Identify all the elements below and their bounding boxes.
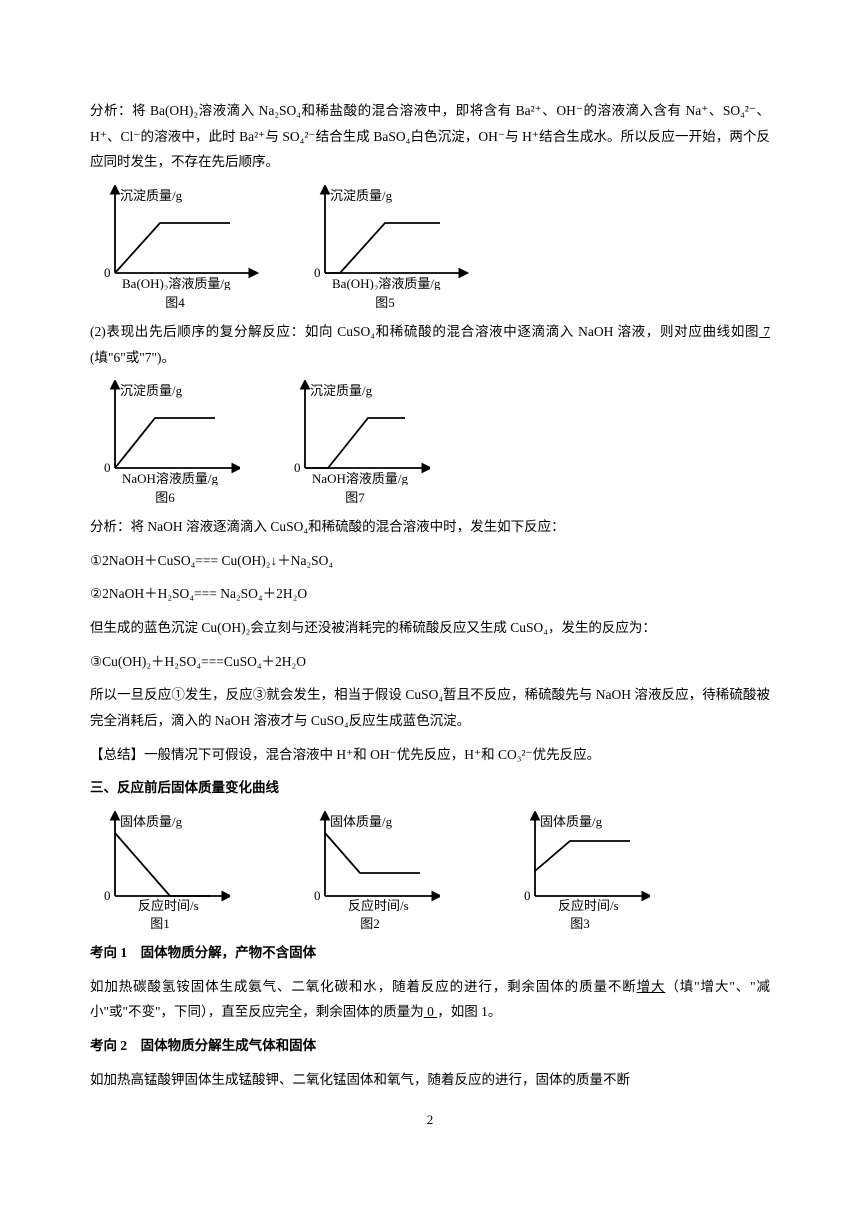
svg-text:NaOH溶液质量/g: NaOH溶液质量/g bbox=[312, 471, 409, 485]
svg-text:反应时间/s: 反应时间/s bbox=[558, 898, 619, 911]
chart-svg-fig4: 沉淀质量/g 0 Ba(OH)₂溶液质量/g bbox=[90, 185, 260, 290]
paragraph-analysis-1: 分析：将 Ba(OH)₂溶液滴入 Na₂SO₄和稀盐酸的混合溶液中，即将含有 B… bbox=[90, 98, 770, 175]
svg-text:0: 0 bbox=[104, 265, 111, 280]
svg-text:Ba(OH)₂溶液质量/g: Ba(OH)₂溶液质量/g bbox=[332, 276, 441, 290]
page-number: 2 bbox=[90, 1112, 770, 1128]
chart-label-fig1: 图1 bbox=[150, 913, 170, 932]
p2-answer: 7 bbox=[759, 324, 770, 339]
p2-text-b: (填"6"或"7")。 bbox=[90, 350, 175, 365]
chart-svg-fig7: 沉淀质量/g 0 NaOH溶液质量/g bbox=[280, 380, 430, 485]
svg-text:0: 0 bbox=[104, 460, 111, 475]
chart-label-fig2: 图2 bbox=[360, 913, 380, 932]
paragraph-8: 如加热高锰酸钾固体生成锰酸钾、二氧化锰固体和氧气，随着反应的进行，固体的质量不断 bbox=[90, 1067, 770, 1093]
heading-section-3: 三、反应前后固体质量变化曲线 bbox=[90, 775, 770, 801]
paragraph-summary: 【总结】一般情况下可假设，混合溶液中 H⁺和 OH⁻优先反应，H⁺和 CO₃²⁻… bbox=[90, 742, 770, 768]
paragraph-analysis-2: 分析：将 NaOH 溶液逐滴滴入 CuSO₄和稀硫酸的混合溶液中时，发生如下反应… bbox=[90, 514, 770, 540]
paragraph-2: (2)表现出先后顺序的复分解反应：如向 CuSO₄和稀硫酸的混合溶液中逐滴滴入 … bbox=[90, 319, 770, 370]
heading-kx1: 考向 1 固体物质分解，产物不含固体 bbox=[90, 940, 770, 966]
chart-fig4: 沉淀质量/g 0 Ba(OH)₂溶液质量/g 图4 bbox=[90, 185, 260, 311]
chart-row-2: 沉淀质量/g 0 NaOH溶液质量/g 图6 沉淀质量/g 0 NaOH溶液质量… bbox=[90, 380, 770, 506]
chart-fig3: 固体质量/g 0 反应时间/s 图3 bbox=[510, 811, 650, 932]
p2-text-a: (2)表现出先后顺序的复分解反应：如向 CuSO₄和稀硫酸的混合溶液中逐滴滴入 … bbox=[90, 324, 759, 339]
chart-row-1: 沉淀质量/g 0 Ba(OH)₂溶液质量/g 图4 沉淀质量/g 0 Ba(OH… bbox=[90, 185, 770, 311]
paragraph-7: 如加热碳酸氢铵固体生成氨气、二氧化碳和水，随着反应的进行，剩余固体的质量不断增大… bbox=[90, 974, 770, 1025]
svg-text:沉淀质量/g: 沉淀质量/g bbox=[330, 188, 393, 203]
chart-fig5: 沉淀质量/g 0 Ba(OH)₂溶液质量/g 图5 bbox=[300, 185, 470, 311]
svg-text:固体质量/g: 固体质量/g bbox=[540, 814, 603, 829]
svg-text:0: 0 bbox=[104, 888, 111, 903]
p7-u1: 增大 bbox=[637, 979, 666, 994]
paragraph-4: 但生成的蓝色沉淀 Cu(OH)₂会立刻与还没被消耗完的稀硫酸反应又生成 CuSO… bbox=[90, 615, 770, 641]
svg-text:固体质量/g: 固体质量/g bbox=[330, 814, 393, 829]
svg-text:反应时间/s: 反应时间/s bbox=[348, 898, 409, 911]
chart-fig1: 固体质量/g 0 反应时间/s 图1 bbox=[90, 811, 230, 932]
chart-fig6: 沉淀质量/g 0 NaOH溶液质量/g 图6 bbox=[90, 380, 240, 506]
svg-text:NaOH溶液质量/g: NaOH溶液质量/g bbox=[122, 471, 219, 485]
svg-text:沉淀质量/g: 沉淀质量/g bbox=[120, 188, 183, 203]
svg-text:固体质量/g: 固体质量/g bbox=[120, 814, 183, 829]
chart-svg-fig5: 沉淀质量/g 0 Ba(OH)₂溶液质量/g bbox=[300, 185, 470, 290]
p7-u2: 0 bbox=[424, 1004, 438, 1019]
chart-label-fig3: 图3 bbox=[570, 913, 590, 932]
chart-row-3: 固体质量/g 0 反应时间/s 图1 固体质量/g 0 反应时间/s 图2 固体… bbox=[90, 811, 770, 932]
svg-text:沉淀质量/g: 沉淀质量/g bbox=[120, 383, 183, 398]
chart-svg-fig6: 沉淀质量/g 0 NaOH溶液质量/g bbox=[90, 380, 240, 485]
chart-fig7: 沉淀质量/g 0 NaOH溶液质量/g 图7 bbox=[280, 380, 430, 506]
svg-text:0: 0 bbox=[524, 888, 531, 903]
chart-svg-fig2: 固体质量/g 0 反应时间/s bbox=[300, 811, 440, 911]
svg-text:0: 0 bbox=[294, 460, 301, 475]
paragraph-5: 所以一旦反应①发生，反应③就会发生，相当于假设 CuSO₄暂且不反应，稀硫酸先与… bbox=[90, 682, 770, 733]
equation-3: ③Cu(OH)₂＋H₂SO₄===CuSO₄＋2H₂O bbox=[90, 649, 770, 675]
p7-a: 如加热碳酸氢铵固体生成氨气、二氧化碳和水，随着反应的进行，剩余固体的质量不断 bbox=[90, 979, 637, 994]
svg-text:Ba(OH)₂溶液质量/g: Ba(OH)₂溶液质量/g bbox=[122, 276, 231, 290]
chart-svg-fig1: 固体质量/g 0 反应时间/s bbox=[90, 811, 230, 911]
svg-text:沉淀质量/g: 沉淀质量/g bbox=[310, 383, 373, 398]
chart-label-fig4: 图4 bbox=[165, 292, 185, 311]
svg-text:0: 0 bbox=[314, 265, 321, 280]
chart-label-fig6: 图6 bbox=[155, 487, 175, 506]
chart-fig2: 固体质量/g 0 反应时间/s 图2 bbox=[300, 811, 440, 932]
svg-text:反应时间/s: 反应时间/s bbox=[138, 898, 199, 911]
chart-svg-fig3: 固体质量/g 0 反应时间/s bbox=[510, 811, 650, 911]
chart-label-fig7: 图7 bbox=[345, 487, 365, 506]
equation-2: ②2NaOH＋H₂SO₄=== Na₂SO₄＋2H₂O bbox=[90, 581, 770, 607]
chart-label-fig5: 图5 bbox=[375, 292, 395, 311]
equation-1: ①2NaOH＋CuSO₄=== Cu(OH)₂↓＋Na₂SO₄ bbox=[90, 548, 770, 574]
svg-text:0: 0 bbox=[314, 888, 321, 903]
heading-kx2: 考向 2 固体物质分解生成气体和固体 bbox=[90, 1033, 770, 1059]
p7-e: ，如图 1。 bbox=[437, 1004, 501, 1019]
